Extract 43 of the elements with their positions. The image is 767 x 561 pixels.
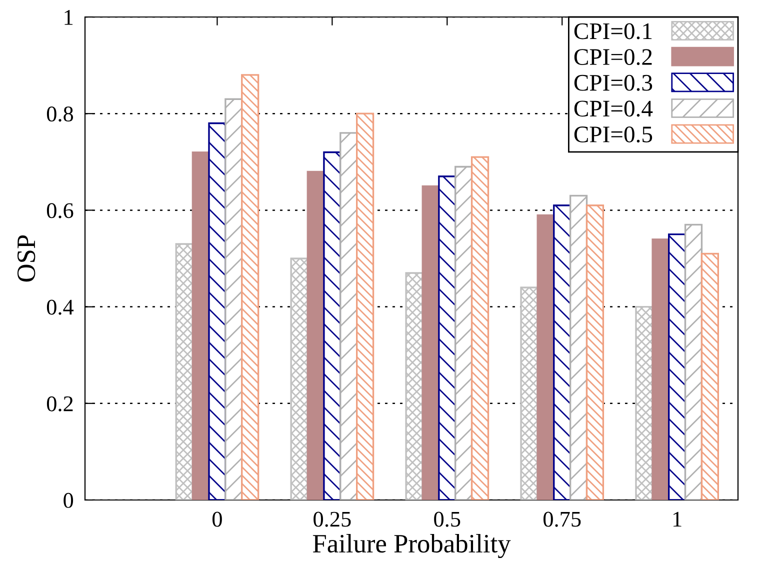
bar	[520, 286, 538, 500]
bar	[356, 112, 374, 500]
bar	[405, 272, 424, 500]
x-tick-label: 0.25	[314, 512, 351, 527]
y-tick-label: 0.2	[46, 396, 73, 412]
x-tick-label: 0.75	[544, 512, 581, 527]
y-tick-label: 0.4	[46, 300, 74, 315]
y-axis-title: OSP	[17, 235, 36, 282]
bar	[306, 170, 325, 500]
bar	[652, 238, 670, 500]
legend-label: CPI=0.4	[574, 100, 653, 117]
legend-label: CPI=0.1	[574, 23, 652, 40]
x-tick-label: 1	[673, 512, 682, 527]
bar	[536, 214, 555, 500]
bar	[175, 243, 194, 500]
y-tick-label: 1	[64, 10, 73, 25]
legend-label: CPI=0.3	[574, 74, 652, 91]
y-tick-label: 0.6	[46, 203, 74, 218]
bar	[668, 234, 686, 500]
y-tick-label: 0.8	[46, 106, 74, 122]
bar	[323, 151, 342, 500]
legend-label: CPI=0.5	[574, 126, 652, 143]
bar	[569, 194, 588, 500]
bar	[224, 98, 243, 500]
bar	[635, 306, 654, 500]
y-tick-label: 0	[64, 492, 74, 508]
bar	[290, 258, 308, 500]
bar	[586, 204, 604, 500]
bar	[470, 156, 490, 500]
bar	[684, 224, 703, 500]
bar	[241, 74, 260, 500]
bar	[454, 166, 473, 500]
bar	[192, 152, 210, 500]
x-tick-label: 0	[212, 512, 222, 527]
bar	[422, 185, 440, 500]
x-axis-title: Failure Probability	[312, 534, 511, 558]
bar	[340, 132, 358, 500]
x-tick-label: 0.5	[434, 512, 460, 527]
bar	[553, 204, 572, 500]
legend-label: CPI=0.2	[574, 49, 652, 66]
bar	[438, 176, 456, 500]
bar	[208, 122, 226, 500]
bar	[700, 252, 720, 500]
